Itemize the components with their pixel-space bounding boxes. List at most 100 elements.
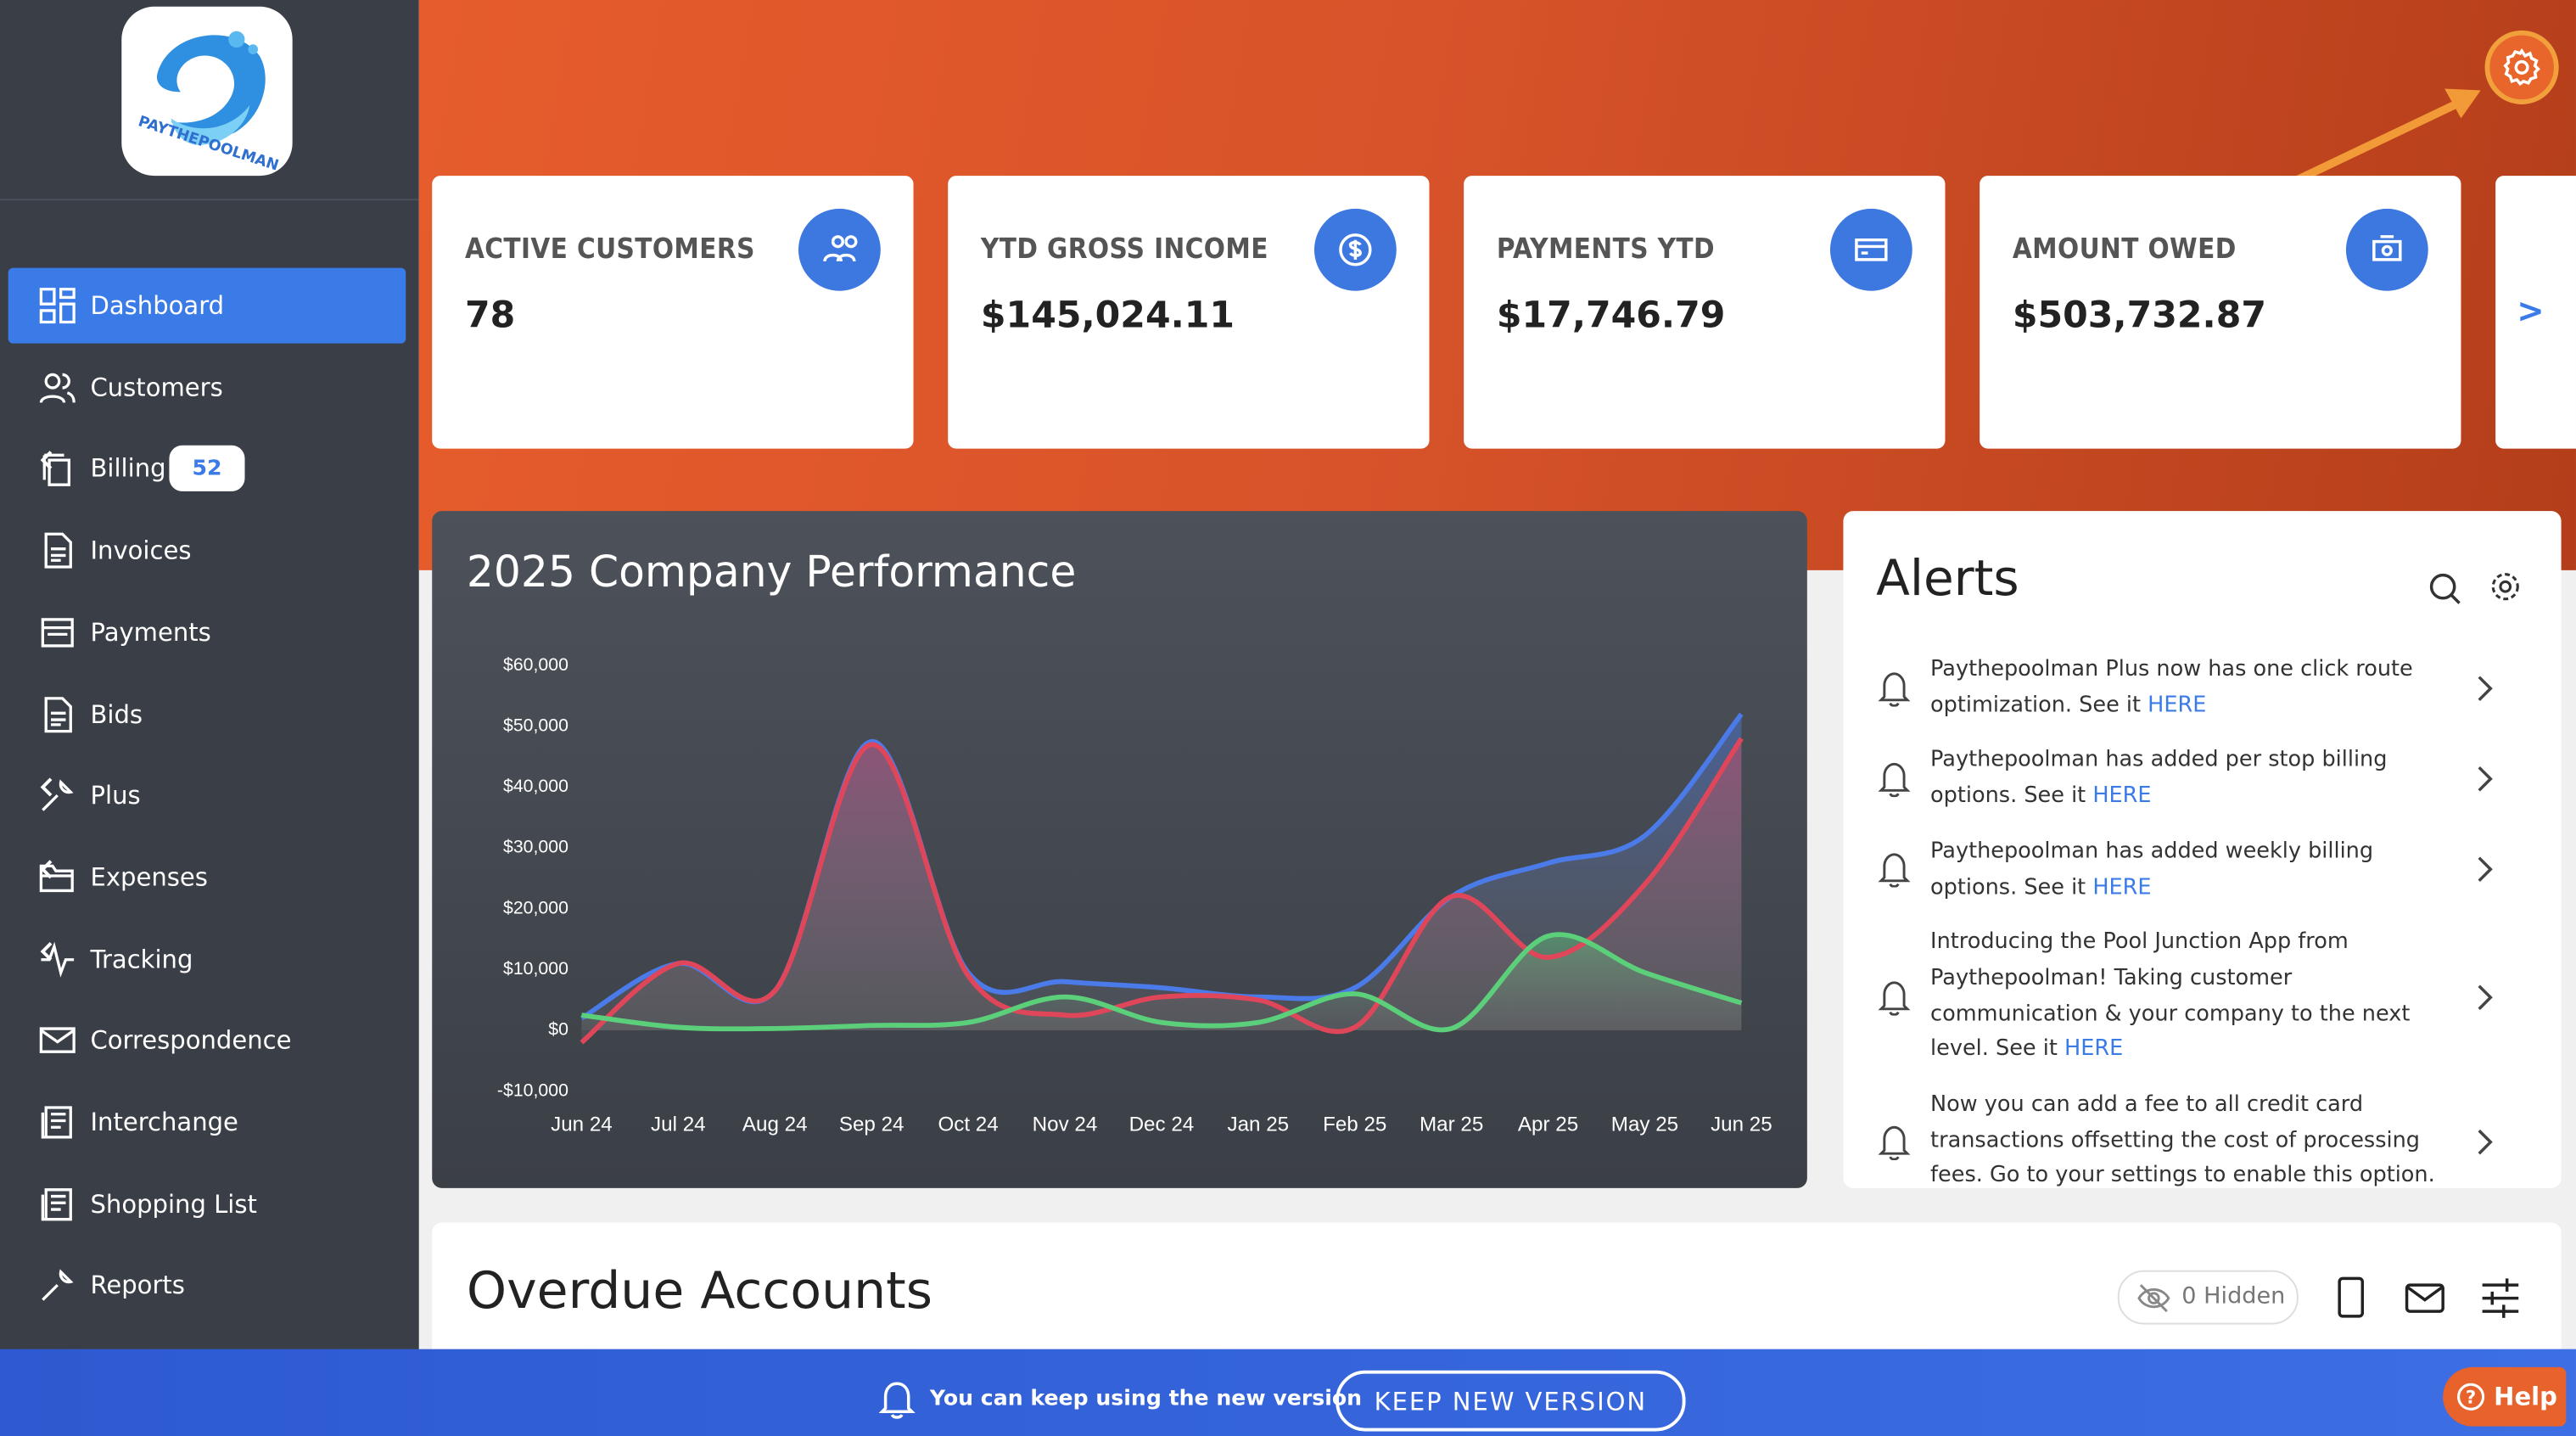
alert-text: Paythepoolman Plus now has one click rou… <box>1930 653 2448 724</box>
alert-item[interactable]: Paythepoolman has added weekly billing o… <box>1843 834 2561 925</box>
icon-shape <box>44 532 72 569</box>
nav-item[interactable]: Invoices <box>8 513 406 588</box>
x-tick-label: Aug 24 <box>742 1113 808 1136</box>
alert-chevron <box>2478 857 2493 883</box>
y-tick-label: $20,000 <box>503 897 568 917</box>
series-area <box>581 738 1742 1043</box>
nav-item[interactable]: Plus <box>8 758 406 833</box>
alerts-title: Alerts <box>1876 550 2019 609</box>
card-icon-glyph <box>1339 233 1372 266</box>
nav-item[interactable]: Interchange <box>8 1085 406 1160</box>
help-label: Help <box>2494 1382 2557 1412</box>
bell-shape <box>1878 853 1911 889</box>
alert-link[interactable]: HERE <box>2148 693 2207 718</box>
chevron-shape <box>40 451 53 470</box>
chevron-shape <box>40 777 53 797</box>
series-line <box>581 932 1743 1033</box>
settings-gear-button[interactable] <box>2484 30 2559 104</box>
banner-message: You can keep using the new version <box>929 1387 1363 1412</box>
chevron-shape <box>2478 857 2493 883</box>
alert-chevron <box>2478 675 2493 701</box>
keep-version-button[interactable]: KEEP NEW VERSION <box>1336 1370 1686 1432</box>
icon-shape <box>41 1187 72 1220</box>
nav-icon <box>44 532 72 569</box>
nav-label: Plus <box>90 781 141 811</box>
x-tick-label: Apr 25 <box>1518 1113 1578 1136</box>
alert-text: Introducing the Pool Junction App from P… <box>1930 926 2448 1069</box>
divider <box>0 199 419 201</box>
logo[interactable]: PAYTHEPOOLMAN <box>121 6 293 177</box>
nav-item[interactable]: Shopping List <box>8 1166 406 1242</box>
nav-item[interactable]: Customers <box>8 350 406 425</box>
alert-item[interactable]: Introducing the Pool Junction App from P… <box>1843 926 2561 1088</box>
nav-item[interactable]: Billing 52 <box>8 431 406 507</box>
nav-badge: 52 <box>169 446 245 492</box>
search-icon[interactable] <box>2429 573 2461 604</box>
x-tick-label: Nov 24 <box>1033 1113 1098 1136</box>
alert-message: Paythepoolman Plus now has one click rou… <box>1930 657 2413 718</box>
nav-label: Reports <box>90 1271 185 1301</box>
card-icon-glyph <box>2372 235 2402 261</box>
nav-icon <box>39 288 76 324</box>
nav-item[interactable]: Bids <box>8 676 406 752</box>
alert-chevron <box>2478 766 2493 792</box>
alert-item[interactable]: Paythepoolman has added per stop billing… <box>1843 743 2561 834</box>
help-button[interactable]: ? Help <box>2443 1366 2567 1427</box>
alert-bell <box>1878 980 1911 1016</box>
icon-shape <box>39 373 76 403</box>
nav-item[interactable]: Dashboard <box>8 267 406 344</box>
alert-item[interactable]: Now you can add a fee to all credit card… <box>1843 1088 2561 1214</box>
x-tick-label: Sep 24 <box>839 1113 904 1136</box>
filter-icon[interactable] <box>2482 1278 2519 1318</box>
icon-shape <box>42 779 74 812</box>
alert-link[interactable]: HERE <box>2064 1037 2124 1063</box>
y-tick-label: $10,000 <box>503 958 568 979</box>
card-label: AMOUNT OWED <box>2012 233 2237 266</box>
alert-bell <box>1878 1125 1911 1160</box>
mobile-icon[interactable] <box>2338 1276 2365 1318</box>
icon-shape <box>41 617 74 648</box>
chevron-shape <box>2478 984 2493 1010</box>
nav-item[interactable]: Correspondence <box>8 1003 406 1079</box>
card-label: YTD GROSS INCOME <box>980 233 1268 266</box>
next-card[interactable]: > <box>2495 176 2576 449</box>
icon-shape <box>2372 235 2402 261</box>
mail-icon[interactable] <box>2405 1283 2444 1313</box>
nav-item[interactable]: Expenses <box>8 839 406 915</box>
alert-text: Paythepoolman has added weekly billing o… <box>1930 834 2448 906</box>
alerts-settings-icon[interactable] <box>2491 573 2519 601</box>
alert-message: Now you can add a fee to all credit card… <box>1930 1092 2435 1189</box>
next-arrow[interactable]: > <box>2517 290 2545 331</box>
hidden-toggle[interactable]: 0 Hidden <box>2117 1270 2299 1325</box>
chevron <box>40 941 53 961</box>
x-tick-label: May 25 <box>1611 1113 1678 1136</box>
chevron <box>40 777 53 797</box>
chevron-shape <box>2478 766 2493 792</box>
x-tick-label: Oct 24 <box>938 1113 998 1136</box>
bell-shape <box>1878 762 1911 797</box>
icon-shape <box>1339 233 1372 266</box>
card-value: $503,732.87 <box>2012 295 2266 337</box>
nav-label: Expenses <box>90 862 208 893</box>
alert-link[interactable]: HERE <box>2092 875 2152 900</box>
icon-shape <box>44 696 72 732</box>
alert-item[interactable]: Paythepoolman Plus now has one click rou… <box>1843 653 2561 743</box>
alert-text: Paythepoolman has added per stop billing… <box>1930 743 2448 815</box>
series-line <box>580 737 1744 1045</box>
nav-item[interactable]: Reports <box>8 1248 406 1323</box>
nav-icon <box>42 779 74 812</box>
alert-message: Paythepoolman has added per stop billing… <box>1930 748 2388 809</box>
x-tick-label: Jun 25 <box>1711 1113 1772 1136</box>
overdue-tools <box>2338 1276 2519 1318</box>
sidebar: PAYTHEPOOLMAN Dashboard Customers Billing 5… <box>0 0 419 1436</box>
alert-link[interactable]: HERE <box>2092 783 2152 809</box>
x-tick-label: Jun 24 <box>551 1113 613 1136</box>
nav-item[interactable]: Tracking <box>8 921 406 996</box>
gear-icon <box>2503 48 2540 87</box>
chevron <box>40 451 53 470</box>
card-label: PAYMENTS YTD <box>1496 233 1715 266</box>
alerts-tools <box>2429 573 2519 604</box>
nav-item[interactable]: Payments <box>8 595 406 670</box>
nav-label: Shopping List <box>90 1189 257 1220</box>
